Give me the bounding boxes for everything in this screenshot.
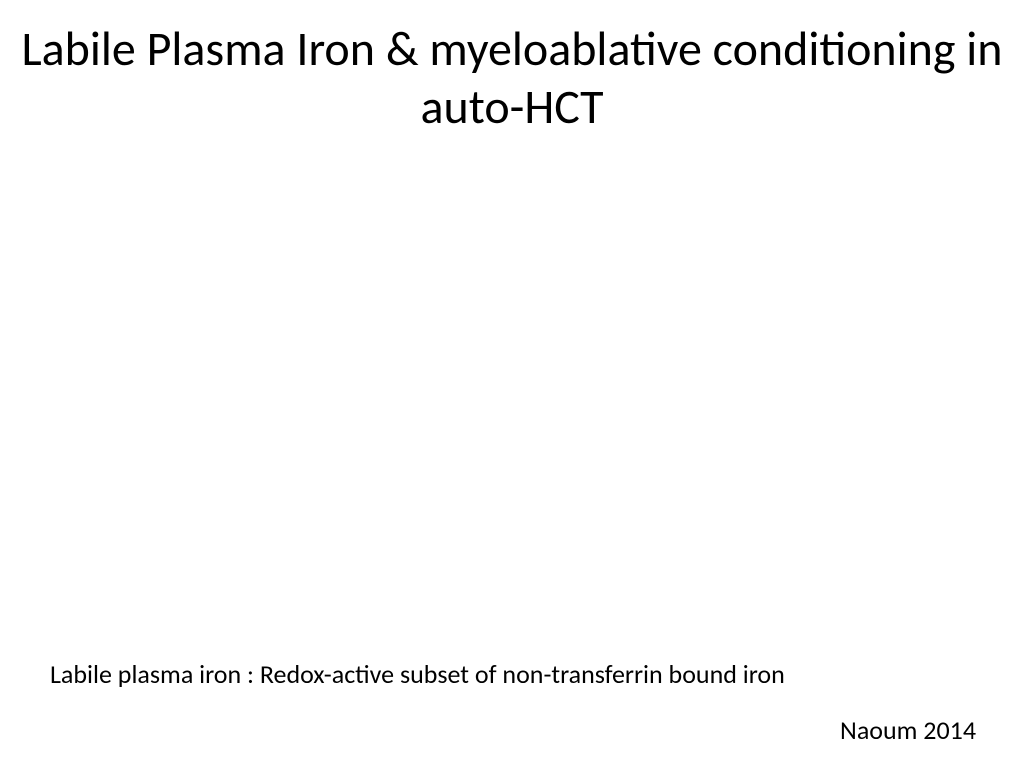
slide: Labile Plasma Iron & myeloablative condi… [0,0,1024,768]
slide-citation: Naoum 2014 [840,714,976,746]
slide-title: Labile Plasma Iron & myeloablative condi… [0,20,1024,135]
slide-footnote: Labile plasma iron : Redox-active subset… [50,658,785,690]
